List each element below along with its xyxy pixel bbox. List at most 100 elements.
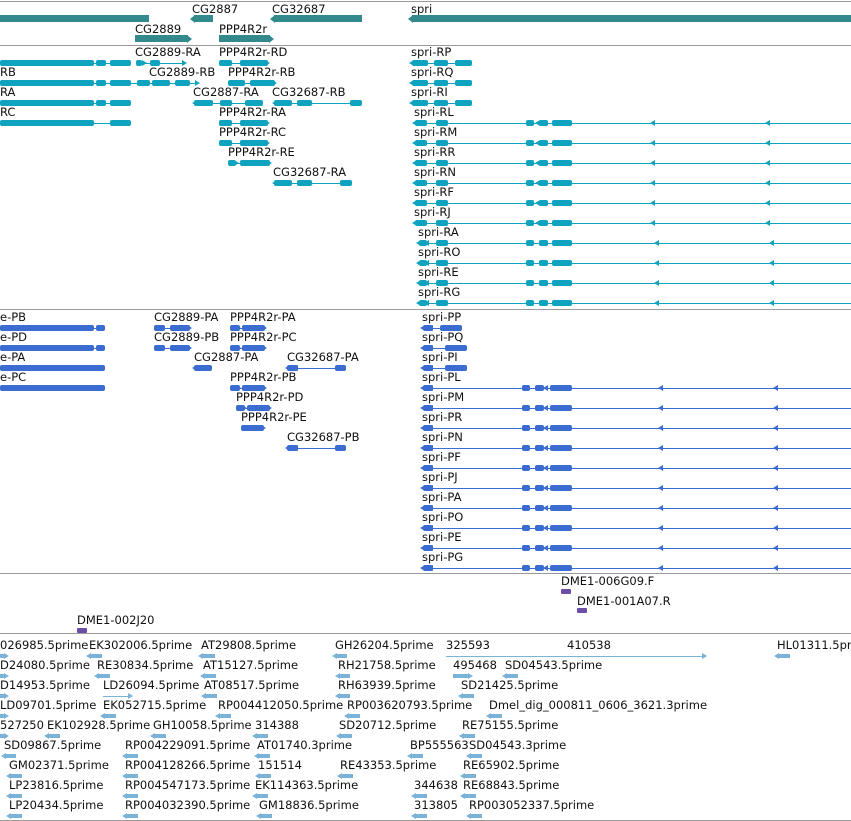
genes-label: CG32687 — [272, 2, 326, 16]
protein-label: spri-PO — [422, 510, 464, 524]
exon-block — [552, 280, 572, 286]
exon-block — [535, 565, 544, 571]
strand-arrow-icon — [187, 325, 192, 331]
est-bar — [469, 814, 482, 818]
est-label: HL01311.5prime — [777, 638, 851, 652]
est-bar — [414, 794, 427, 798]
exon-block — [335, 445, 346, 451]
strand-arrow-icon — [420, 505, 425, 511]
strand-arrow-icon — [254, 753, 259, 759]
strand-arrow-icon — [4, 673, 9, 679]
exon-block — [242, 325, 265, 331]
exon-block — [550, 385, 572, 391]
est-label: LD26094.5prime — [103, 678, 200, 692]
exon-block — [434, 60, 448, 66]
strand-arrow-icon — [420, 345, 425, 351]
strand-arrow-icon — [765, 180, 770, 186]
exon-block — [539, 280, 548, 286]
exon-block — [550, 445, 572, 451]
strand-arrow-icon — [195, 80, 200, 86]
strand-arrow-icon — [773, 405, 778, 411]
strand-arrow-icon — [6, 813, 11, 819]
strand-arrow-icon — [535, 200, 540, 206]
exon-block — [242, 345, 265, 351]
gene-bar[interactable] — [135, 35, 188, 42]
gene-bar[interactable] — [219, 35, 270, 42]
strand-arrow-icon — [411, 793, 416, 799]
track-separator — [0, 633, 851, 634]
strand-arrow-icon — [654, 300, 659, 306]
est-bar — [462, 734, 475, 738]
est-label: 151514 — [258, 758, 302, 772]
exon-block — [0, 80, 94, 86]
exon-block — [138, 80, 150, 86]
strand-arrow-icon — [543, 485, 548, 491]
exon-block — [550, 485, 572, 491]
clone-bar[interactable] — [77, 628, 87, 633]
strand-arrow-icon — [409, 80, 414, 86]
strand-arrow-icon — [201, 693, 206, 699]
strand-arrow-icon — [466, 813, 471, 819]
clone-bar[interactable] — [561, 589, 571, 594]
exon-block — [230, 385, 240, 391]
strand-arrow-icon — [0, 365, 3, 371]
mrna-label: spri-RA — [418, 225, 459, 239]
exon-block — [110, 120, 131, 126]
intron-line — [274, 103, 362, 104]
exon-block — [539, 180, 548, 186]
gene-bar[interactable] — [274, 15, 362, 22]
strand-arrow-icon — [192, 100, 197, 106]
exon-block — [434, 80, 448, 86]
est-bar — [0, 734, 6, 738]
strand-arrow-icon — [658, 385, 663, 391]
protein-label: spri-PQ — [422, 330, 464, 344]
mrna-label: PPP4R2r-RD — [219, 45, 288, 59]
genes-label: CG2887 — [192, 2, 239, 16]
est-bar — [201, 654, 215, 658]
exon-block — [522, 385, 530, 391]
est-bar — [340, 774, 353, 778]
strand-arrow-icon — [335, 693, 340, 699]
est-bar — [339, 734, 352, 738]
clone-bar[interactable] — [577, 608, 587, 613]
strand-arrow-icon — [409, 60, 414, 66]
strand-arrow-icon — [190, 15, 195, 23]
exon-block — [230, 345, 240, 351]
strand-arrow-icon — [4, 653, 9, 659]
strand-arrow-icon — [702, 653, 707, 659]
strand-arrow-icon — [658, 485, 663, 491]
strand-arrow-icon — [336, 733, 341, 739]
gene-bar[interactable] — [0, 15, 149, 22]
strand-arrow-icon — [765, 200, 770, 206]
gene-bar[interactable] — [412, 15, 851, 22]
strand-arrow-icon — [0, 345, 3, 351]
clones-label: DME1-001A07.R — [577, 594, 671, 608]
strand-arrow-icon — [773, 545, 778, 551]
exon-block — [0, 365, 105, 371]
intron-line — [418, 303, 851, 304]
exon-block — [522, 505, 530, 511]
strand-arrow-icon — [769, 240, 774, 246]
strand-arrow-icon — [420, 565, 425, 571]
strand-arrow-icon — [265, 140, 270, 146]
est-label: 527250 — [0, 718, 44, 732]
exon-block — [415, 120, 427, 126]
gene-bar[interactable] — [194, 15, 213, 22]
exon-block — [96, 100, 106, 106]
intron-line — [414, 183, 851, 184]
est-label: Dmel_dig_000811_0606_3621.3prime — [489, 698, 708, 712]
exon-block — [350, 100, 362, 106]
strand-arrow-icon — [122, 753, 127, 759]
strand-arrow-icon — [460, 793, 465, 799]
strand-arrow-icon — [335, 673, 340, 679]
strand-arrow-icon — [773, 465, 778, 471]
exon-block — [552, 140, 572, 146]
intron-line — [418, 283, 851, 284]
strand-arrow-icon — [412, 140, 417, 146]
strand-arrow-icon — [773, 485, 778, 491]
strand-arrow-icon — [543, 525, 548, 531]
est-label: RH21758.5prime — [338, 658, 436, 672]
strand-arrow-icon — [0, 325, 3, 331]
exon-block — [219, 140, 232, 146]
mrna-label: spri-RP — [411, 45, 452, 59]
